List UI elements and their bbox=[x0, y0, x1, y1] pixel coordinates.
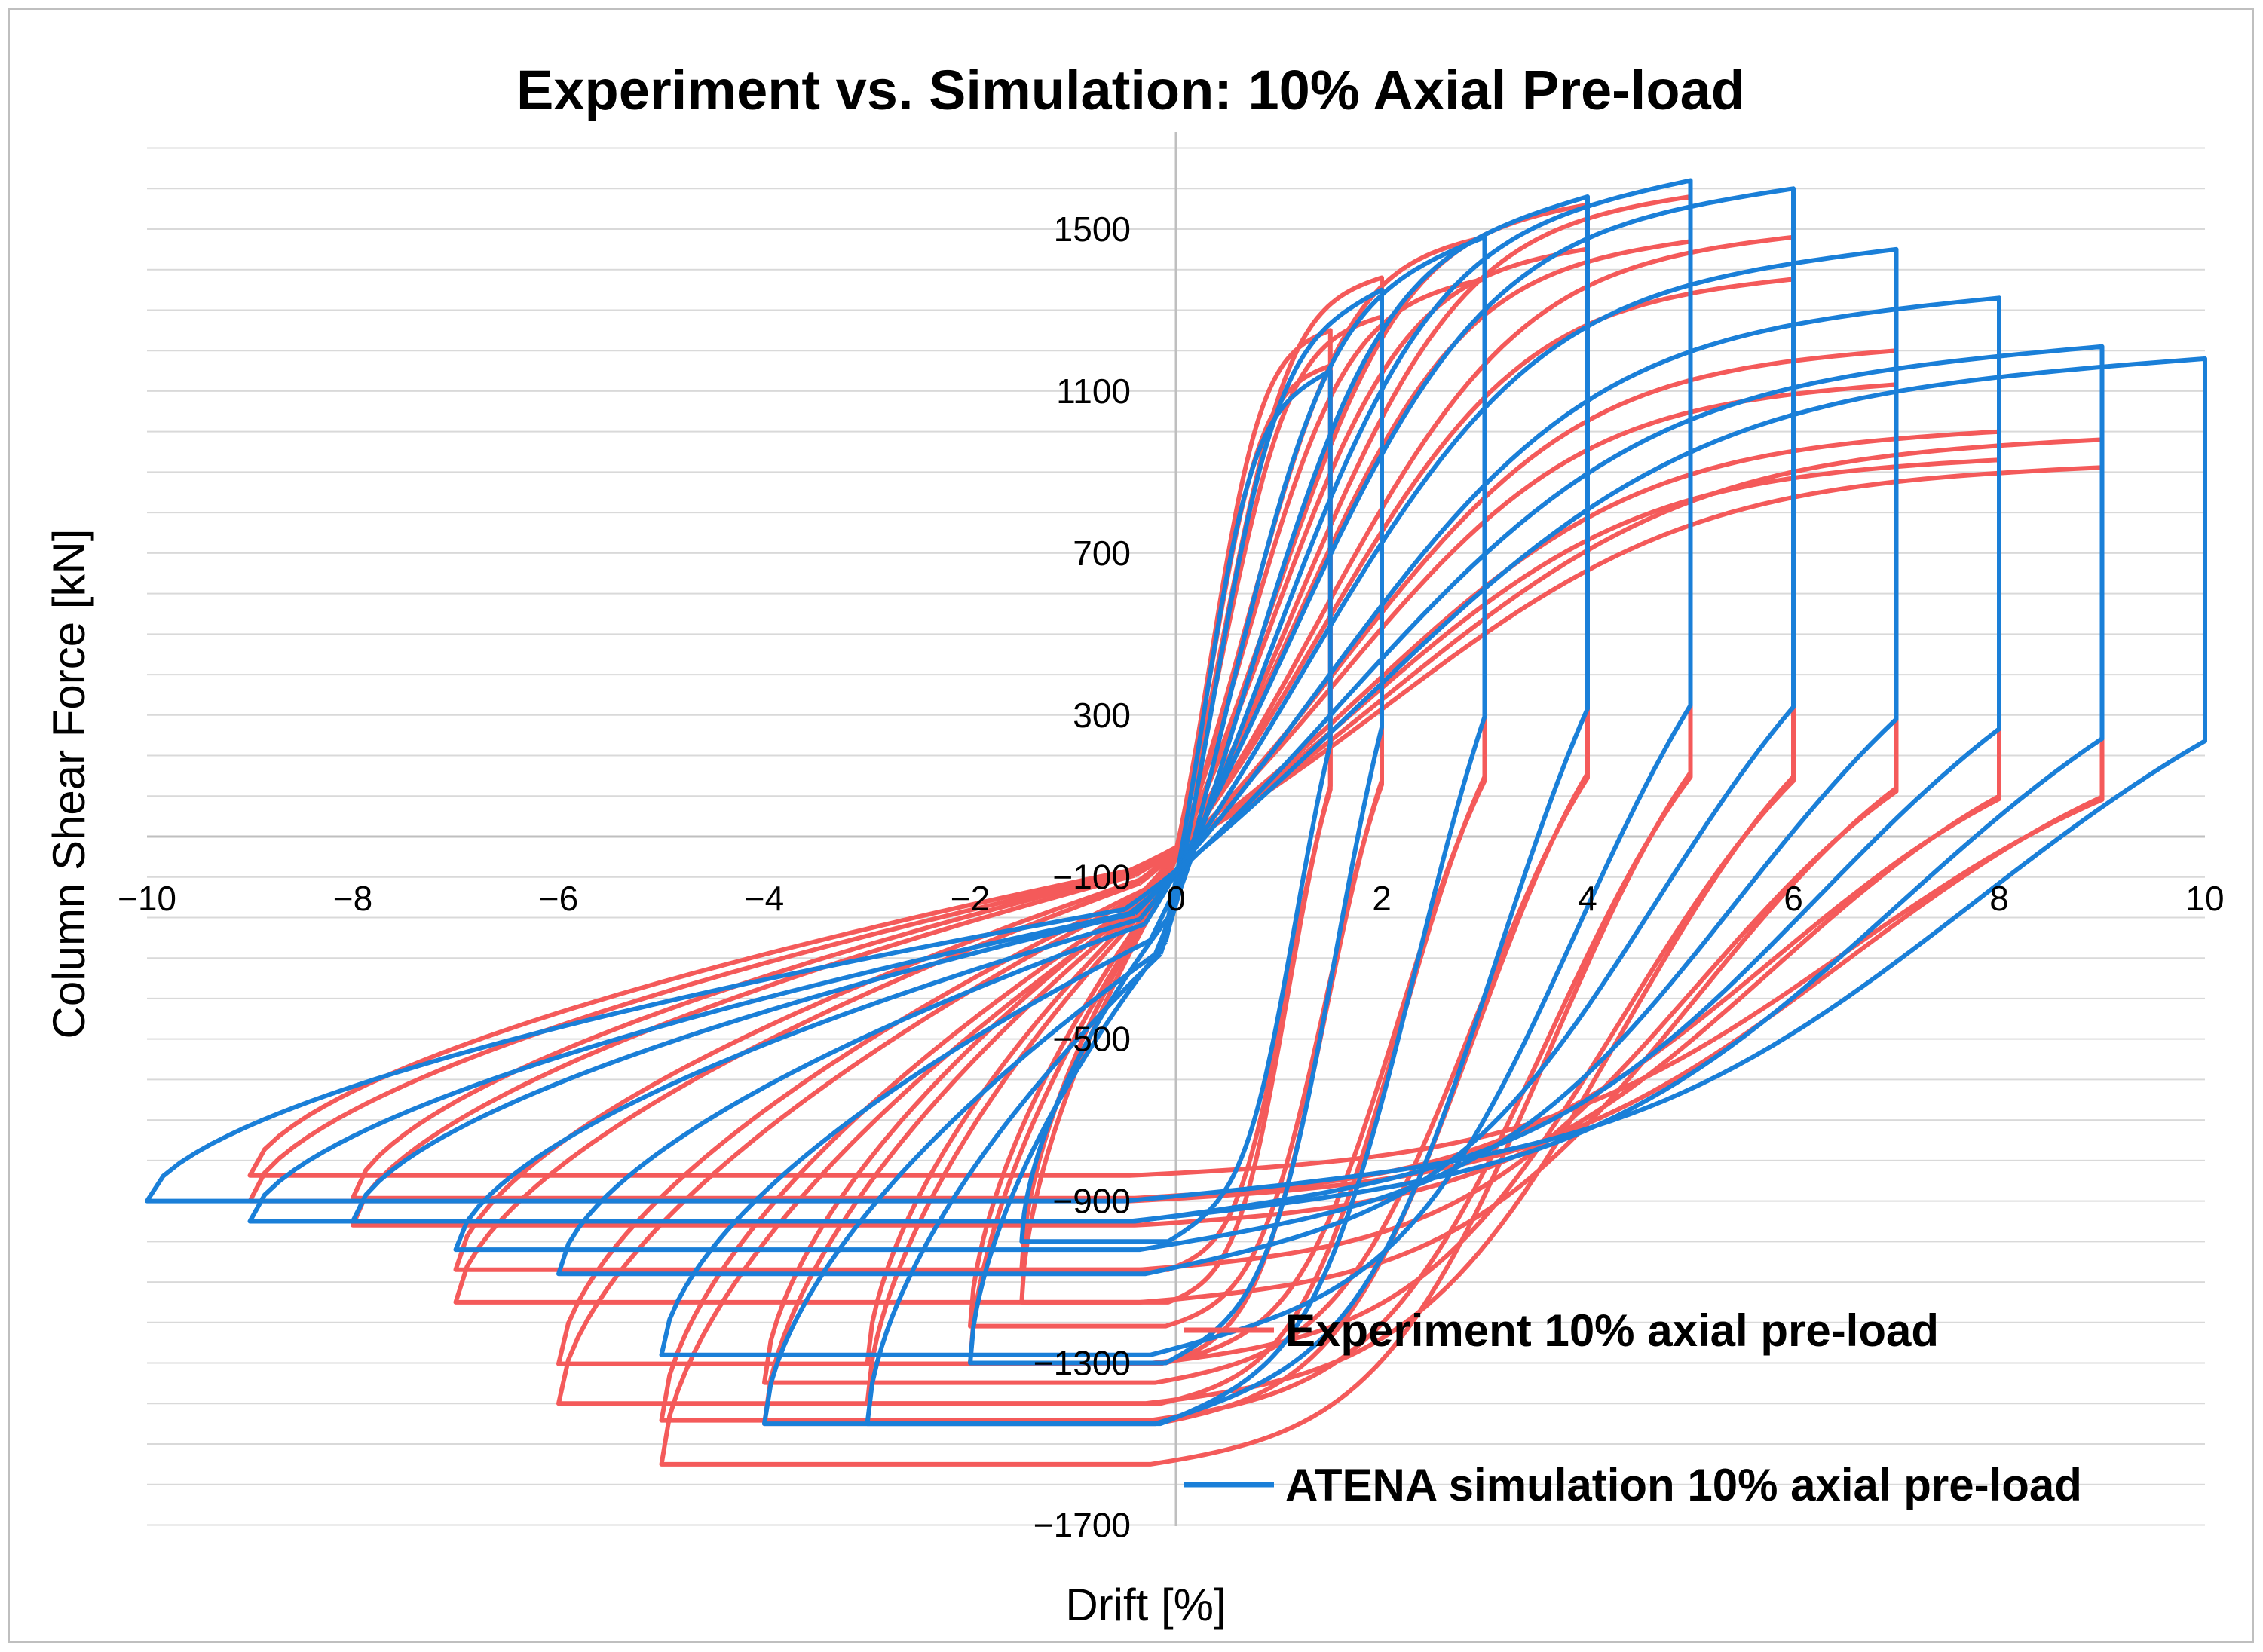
x-tick-label: −6 bbox=[539, 879, 578, 918]
y-tick-label: −1700 bbox=[1034, 1505, 1131, 1544]
x-tick-label: −2 bbox=[951, 879, 990, 918]
experiment-loop-6-percent bbox=[556, 234, 1796, 1406]
y-tick-label: −500 bbox=[1052, 1020, 1131, 1059]
y-tick-label: −900 bbox=[1052, 1182, 1131, 1221]
legend: Experiment 10% axial pre-load ATENA simu… bbox=[1184, 1305, 2082, 1510]
experiment-loop-7-percent bbox=[453, 348, 1899, 1305]
atena-loop-5-percent bbox=[659, 178, 1693, 1357]
axes bbox=[147, 132, 2205, 1526]
x-tick-label: 10 bbox=[2185, 879, 2224, 918]
atena-loop-4-percent bbox=[762, 194, 1590, 1427]
x-axis-label: Drift [%] bbox=[1065, 1580, 1226, 1630]
atena-loop-6-percent bbox=[556, 186, 1796, 1277]
x-tick-label: 8 bbox=[1989, 879, 2009, 918]
x-tick-label: 4 bbox=[1578, 879, 1597, 918]
atena-loop-1.5-percent bbox=[1019, 369, 1333, 1244]
chart-title: Experiment vs. Simulation: 10% Axial Pre… bbox=[516, 59, 1745, 121]
x-tick-label: 2 bbox=[1372, 879, 1392, 918]
y-tick-label: 300 bbox=[1073, 696, 1131, 735]
experiment-loop-3-percent bbox=[865, 277, 1487, 1366]
atena-loop-2-percent bbox=[968, 287, 1384, 1366]
y-tick-label: −100 bbox=[1052, 858, 1131, 897]
experiment-loop-6-percent bbox=[556, 277, 1796, 1366]
legend-label-atena: ATENA simulation 10% axial pre-load bbox=[1285, 1460, 2082, 1510]
y-tick-label: −1300 bbox=[1034, 1344, 1131, 1383]
y-tick-label: 1500 bbox=[1054, 210, 1131, 249]
legend-label-experiment: Experiment 10% axial pre-load bbox=[1285, 1305, 1939, 1356]
experiment-loop-9-percent bbox=[247, 465, 2105, 1178]
atena-loop-9-percent bbox=[247, 344, 2105, 1224]
x-tick-label: 0 bbox=[1166, 879, 1186, 918]
series bbox=[145, 178, 2207, 1467]
experiment-loop-4-percent bbox=[762, 246, 1590, 1385]
atena-loop-3-percent bbox=[865, 234, 1487, 1427]
series-atena bbox=[145, 178, 2207, 1427]
x-tick-label: −4 bbox=[745, 879, 784, 918]
experiment-loop-9-percent bbox=[247, 437, 2105, 1204]
experiment-loop-7-percent bbox=[453, 382, 1899, 1272]
y-tick-label: 700 bbox=[1073, 534, 1131, 573]
x-tick-label: −8 bbox=[333, 879, 372, 918]
chart-frame bbox=[8, 8, 2254, 1643]
x-tick-label: 6 bbox=[1784, 879, 1803, 918]
x-tick-label: −10 bbox=[118, 879, 176, 918]
y-axis-label: Column Shear Force [kN] bbox=[44, 529, 94, 1039]
tick-labels: −10 −8 −6 −4 −2 0 2 4 6 8 10 1500 1100 700 300 −100 −500… bbox=[118, 210, 2225, 1544]
atena-loop-10-percent bbox=[145, 356, 2207, 1204]
atena-loop-7-percent bbox=[453, 246, 1899, 1253]
atena-loop-8-percent bbox=[351, 295, 2001, 1224]
y-tick-label: 1100 bbox=[1056, 372, 1131, 411]
